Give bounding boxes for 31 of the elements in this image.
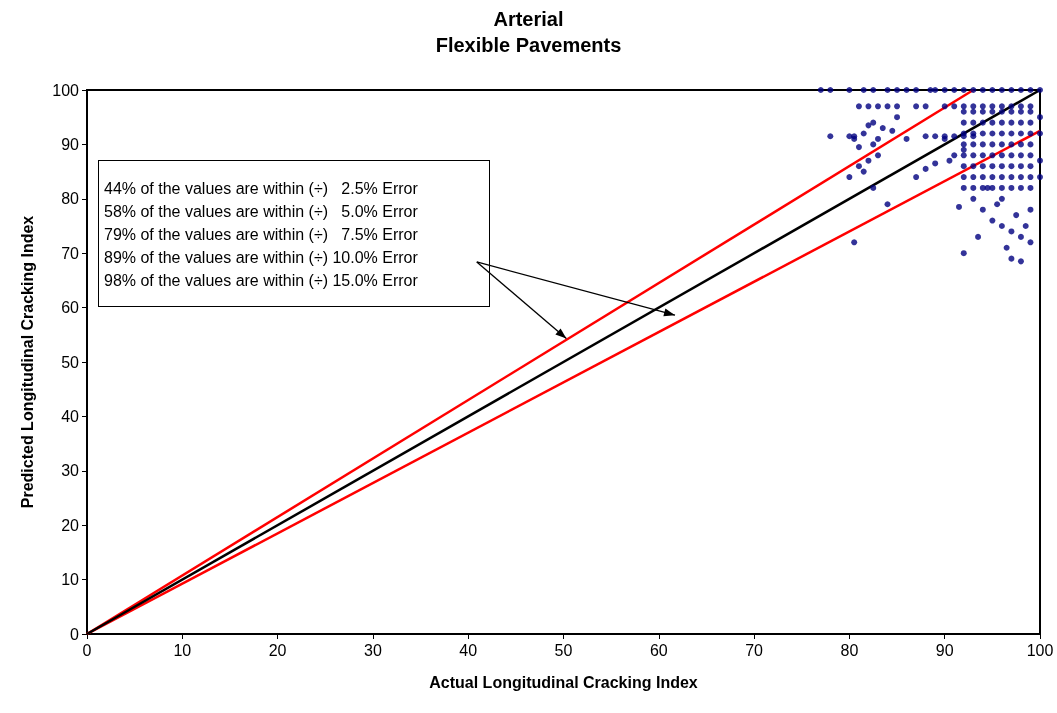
x-tick-label: 20 [268, 641, 287, 659]
x-tick-label: 60 [649, 641, 668, 659]
annotation: 89% of the values are within (÷) 10.0% Error [104, 248, 419, 268]
x-tick-label: 70 [745, 641, 764, 659]
x-tick-label: 30 [364, 641, 382, 659]
y-tick-label: 20 [61, 516, 80, 534]
annotation: 79% of the values are within (÷) 7.5% Error [104, 225, 419, 245]
annotation: 58% of the values are within (÷) 5.0% Error [104, 202, 419, 222]
y-tick-label: 10 [61, 571, 80, 589]
y-axis-title: Predicted Longitudinal Cracking Index [18, 215, 36, 509]
y-tick-label: 80 [61, 190, 80, 208]
y-tick-label: 50 [61, 353, 80, 371]
chart-subtitle: Flexible Pavements [435, 34, 622, 56]
x-tick-label: 50 [554, 641, 573, 659]
x-tick-label: 10 [173, 641, 192, 659]
x-tick-label: 40 [459, 641, 478, 659]
x-tick-label: 90 [935, 641, 954, 659]
y-tick-label: 90 [61, 135, 80, 153]
chart-title: Arterial [493, 8, 564, 30]
y-tick-label: 100 [52, 81, 80, 99]
x-axis-title: Actual Longitudinal Cracking Index [429, 673, 698, 691]
annotation: 98% of the values are within (÷) 15.0% Error [104, 271, 419, 291]
y-tick-label: 40 [61, 407, 80, 425]
x-tick-label: 100 [1026, 641, 1054, 659]
x-tick-label: 0 [82, 641, 92, 659]
y-tick-label: 60 [61, 299, 80, 317]
x-tick-label: 80 [840, 641, 859, 659]
y-tick-label: 70 [61, 244, 80, 262]
annotation: 44% of the values are within (÷) 2.5% Error [104, 179, 419, 199]
y-tick-label: 0 [70, 625, 80, 643]
y-tick-label: 30 [61, 462, 80, 480]
